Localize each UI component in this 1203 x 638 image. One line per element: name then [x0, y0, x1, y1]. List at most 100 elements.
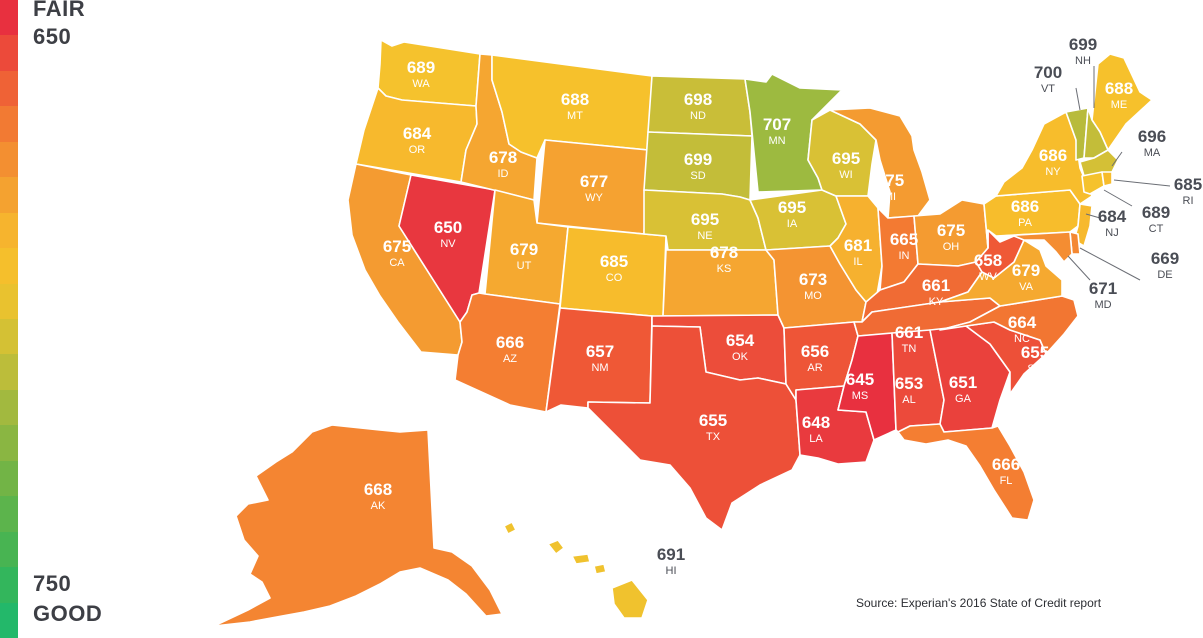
score-label-md: 671	[1089, 279, 1117, 298]
score-label-nv: 650	[434, 218, 462, 237]
state-abbr-label-mo: MO	[804, 290, 822, 302]
state-abbr-label-mn: MN	[768, 135, 785, 147]
state-abbr-label-ca: CA	[389, 257, 405, 269]
score-label-de: 669	[1151, 249, 1179, 268]
state-abbr-label-wi: WI	[839, 169, 852, 181]
score-label-pa: 686	[1011, 197, 1039, 216]
score-label-ct: 689	[1142, 203, 1170, 222]
state-abbr-label-ut: UT	[517, 260, 532, 272]
state-abbr-label-or: OR	[409, 144, 426, 156]
legend-bottom-value: 750	[33, 571, 72, 596]
state-abbr-label-ar: AR	[807, 362, 822, 374]
state-abbr-label-nd: ND	[690, 110, 706, 122]
state-vt[interactable]	[1065, 107, 1089, 161]
score-label-wy: 677	[580, 172, 608, 191]
score-label-ca: 675	[383, 237, 411, 256]
state-abbr-label-mi: MI	[884, 191, 896, 203]
score-label-wa: 689	[407, 58, 435, 77]
state-abbr-label-vt: VT	[1041, 83, 1055, 95]
state-abbr-label-il: IL	[853, 256, 862, 268]
state-abbr-label-in: IN	[899, 250, 910, 262]
state-abbr-label-ny: NY	[1045, 166, 1061, 178]
state-abbr-label-md: MD	[1094, 299, 1111, 311]
score-label-nh: 699	[1069, 35, 1097, 54]
state-abbr-label-va: VA	[1019, 281, 1034, 293]
scale-segment	[0, 0, 18, 36]
state-abbr-label-ak: AK	[371, 500, 386, 512]
state-abbr-label-mt: MT	[567, 110, 583, 122]
state-abbr-label-nj: NJ	[1105, 227, 1118, 239]
score-label-ms: 645	[846, 370, 874, 389]
score-label-fl: 666	[992, 455, 1020, 474]
state-abbr-label-wv: WV	[979, 271, 997, 283]
score-label-in: 665	[890, 230, 918, 249]
scale-segment	[0, 35, 18, 72]
scale-segment	[0, 354, 18, 391]
score-label-wi: 695	[832, 149, 860, 168]
state-ak[interactable]	[213, 424, 503, 627]
state-abbr-label-nv: NV	[440, 238, 456, 250]
scale-segment	[0, 106, 18, 143]
score-label-nj: 684	[1098, 207, 1127, 226]
state-abbr-label-az: AZ	[503, 353, 517, 365]
scale-segment	[0, 283, 18, 320]
state-abbr-label-nc: NC	[1014, 333, 1030, 345]
score-label-mi: 675	[876, 171, 904, 190]
state-abbr-label-oh: OH	[943, 241, 960, 253]
scale-segment	[0, 177, 18, 214]
scale-segment	[0, 248, 18, 285]
state-abbr-label-wy: WY	[585, 192, 603, 204]
scale-segment	[0, 531, 18, 568]
score-label-ma: 696	[1138, 127, 1166, 146]
score-label-la: 648	[802, 413, 830, 432]
state-tx[interactable]	[587, 325, 801, 531]
scale-segment	[0, 319, 18, 355]
score-label-nc: 664	[1008, 313, 1037, 332]
state-md[interactable]	[999, 231, 1073, 263]
state-abbr-label-ok: OK	[732, 351, 749, 363]
score-label-ar: 656	[801, 342, 829, 361]
score-label-ny: 686	[1039, 146, 1067, 165]
state-ri[interactable]	[1101, 171, 1113, 187]
scale-segment	[0, 460, 18, 497]
score-label-sd: 699	[684, 150, 712, 169]
color-scale-bar	[0, 0, 18, 638]
source-note: Source: Experian's 2016 State of Credit …	[856, 596, 1102, 610]
scale-segment	[0, 602, 18, 638]
state-il[interactable]	[829, 195, 883, 303]
legend-top-value: 650	[33, 24, 72, 49]
score-label-co: 685	[600, 252, 628, 271]
state-ct[interactable]	[1081, 171, 1105, 195]
state-abbr-label-pa: PA	[1018, 217, 1033, 229]
state-abbr-label-id: ID	[498, 168, 509, 180]
legend-bottom-word: GOOD	[33, 601, 103, 626]
state-abbr-label-de: DE	[1157, 269, 1172, 281]
score-label-vt: 700	[1034, 63, 1062, 82]
state-abbr-label-tn: TN	[902, 343, 917, 355]
score-label-me: 688	[1105, 79, 1133, 98]
score-label-or: 684	[403, 124, 432, 143]
score-label-nd: 698	[684, 90, 712, 109]
state-abbr-label-ky: KY	[929, 296, 944, 308]
scale-segment	[0, 567, 18, 604]
score-label-mo: 673	[799, 270, 827, 289]
score-label-az: 666	[496, 333, 524, 352]
state-abbr-label-tx: TX	[706, 431, 721, 443]
score-label-hi: 691	[657, 545, 685, 564]
state-abbr-label-sd: SD	[690, 170, 705, 182]
state-fl[interactable]	[897, 423, 1035, 521]
score-label-ri: 685	[1174, 175, 1202, 194]
state-abbr-label-ms: MS	[852, 390, 869, 402]
score-label-mn: 707	[763, 115, 791, 134]
state-abbr-label-me: ME	[1111, 99, 1128, 111]
score-label-ga: 651	[949, 373, 977, 392]
state-hi[interactable]	[503, 521, 649, 619]
score-label-il: 681	[844, 236, 872, 255]
score-label-sc: 655	[1021, 343, 1049, 362]
score-label-al: 653	[895, 374, 923, 393]
state-abbr-label-sc: SC	[1027, 363, 1042, 375]
state-mi[interactable]	[829, 107, 931, 219]
score-label-ks: 678	[710, 243, 738, 262]
scale-segment	[0, 212, 18, 249]
state-abbr-label-ri: RI	[1183, 195, 1194, 207]
